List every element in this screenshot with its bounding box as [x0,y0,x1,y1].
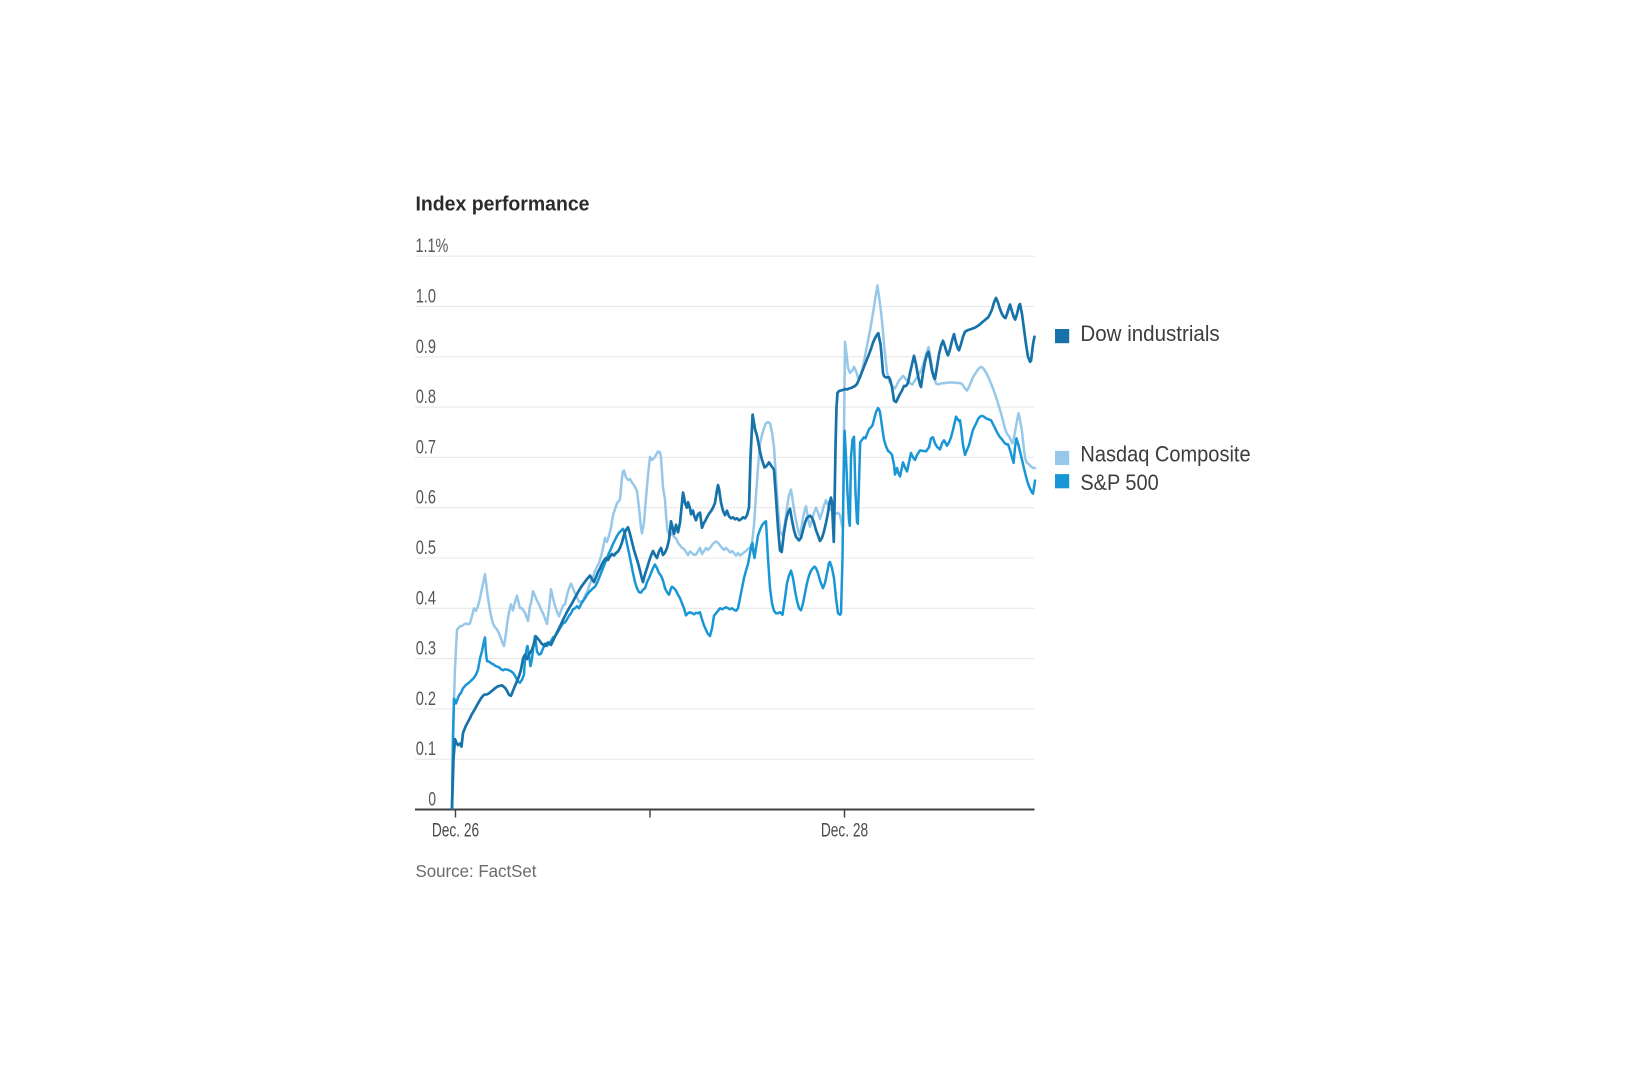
svg-text:0.8: 0.8 [416,387,436,408]
svg-text:Source: FactSet: Source: FactSet [416,861,537,881]
svg-text:0.2: 0.2 [416,689,436,710]
svg-text:1.0: 1.0 [416,287,436,308]
svg-text:Dec. 26: Dec. 26 [432,821,479,842]
svg-text:0.5: 0.5 [416,538,436,559]
svg-text:0.3: 0.3 [416,639,436,660]
svg-text:Dow industrials: Dow industrials [1080,321,1219,346]
svg-text:Nasdaq Composite: Nasdaq Composite [1080,442,1250,467]
svg-text:0.7: 0.7 [416,437,436,458]
svg-text:S&P 500: S&P 500 [1080,470,1158,495]
svg-text:0.6: 0.6 [416,488,436,509]
svg-text:0: 0 [428,790,436,811]
svg-text:0.4: 0.4 [416,588,437,609]
svg-text:Dec. 28: Dec. 28 [821,821,868,842]
svg-text:0.1: 0.1 [416,739,436,760]
svg-text:1.1%: 1.1% [416,236,449,257]
svg-text:Index performance: Index performance [416,194,590,216]
svg-text:0.9: 0.9 [416,337,436,358]
